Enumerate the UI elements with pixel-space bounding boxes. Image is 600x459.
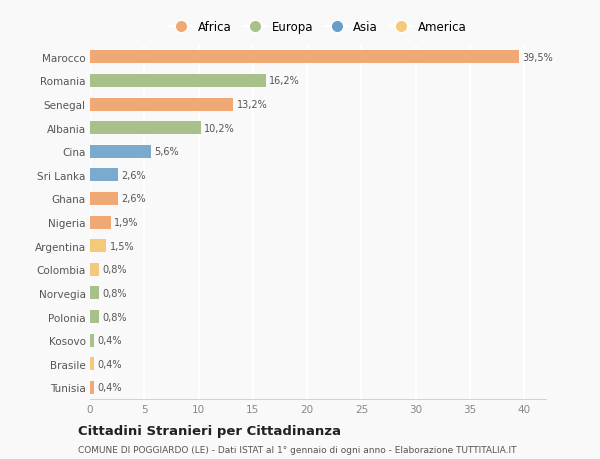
Text: COMUNE DI POGGIARDO (LE) - Dati ISTAT al 1° gennaio di ogni anno - Elaborazione : COMUNE DI POGGIARDO (LE) - Dati ISTAT al… bbox=[78, 445, 517, 454]
Text: 39,5%: 39,5% bbox=[522, 53, 553, 63]
Text: Cittadini Stranieri per Cittadinanza: Cittadini Stranieri per Cittadinanza bbox=[78, 424, 341, 437]
Bar bbox=[90, 169, 118, 182]
Bar bbox=[90, 381, 94, 394]
Bar bbox=[90, 51, 519, 64]
Bar bbox=[90, 75, 266, 88]
Bar bbox=[90, 358, 94, 370]
Bar bbox=[90, 122, 201, 135]
Bar bbox=[90, 263, 98, 276]
Bar bbox=[90, 98, 233, 111]
Text: 1,5%: 1,5% bbox=[110, 241, 134, 251]
Bar bbox=[90, 287, 98, 300]
Bar bbox=[90, 216, 110, 229]
Bar bbox=[90, 240, 106, 252]
Text: 10,2%: 10,2% bbox=[204, 123, 235, 134]
Text: 5,6%: 5,6% bbox=[154, 147, 179, 157]
Text: 0,8%: 0,8% bbox=[102, 265, 127, 275]
Bar bbox=[90, 310, 98, 323]
Bar bbox=[90, 193, 118, 206]
Text: 0,4%: 0,4% bbox=[98, 382, 122, 392]
Bar bbox=[90, 146, 151, 158]
Text: 0,4%: 0,4% bbox=[98, 336, 122, 346]
Text: 0,4%: 0,4% bbox=[98, 359, 122, 369]
Text: 16,2%: 16,2% bbox=[269, 76, 300, 86]
Legend: Africa, Europa, Asia, America: Africa, Europa, Asia, America bbox=[164, 17, 472, 39]
Text: 0,8%: 0,8% bbox=[102, 288, 127, 298]
Text: 0,8%: 0,8% bbox=[102, 312, 127, 322]
Text: 1,9%: 1,9% bbox=[114, 218, 139, 228]
Text: 13,2%: 13,2% bbox=[236, 100, 268, 110]
Text: 2,6%: 2,6% bbox=[121, 194, 146, 204]
Bar bbox=[90, 334, 94, 347]
Text: 2,6%: 2,6% bbox=[121, 170, 146, 180]
